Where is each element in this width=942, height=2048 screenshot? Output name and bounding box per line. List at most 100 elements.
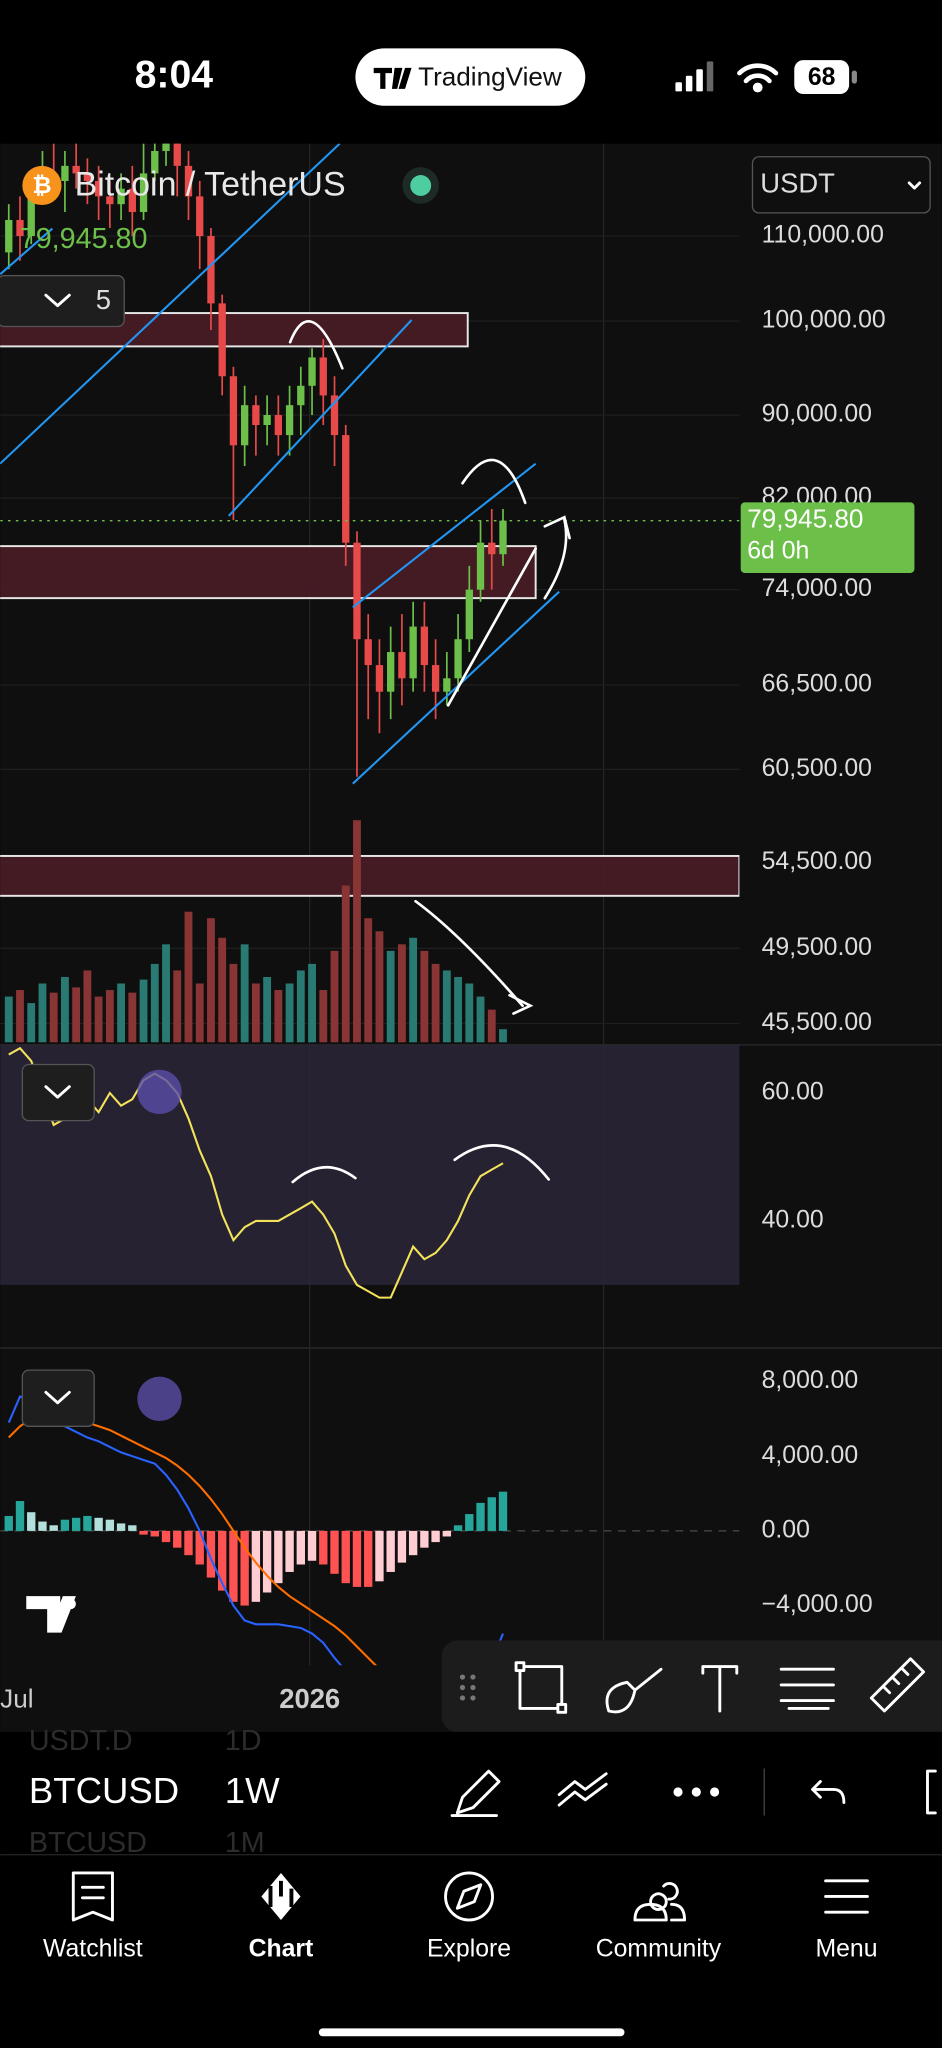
tradingview-logo: [26, 1596, 76, 1633]
histogram-bar: [38, 1521, 47, 1531]
interval[interactable]: 1M: [225, 1827, 265, 1859]
candle-body: [184, 165, 193, 197]
tool-lines[interactable]: [779, 1667, 835, 1710]
tool-brush[interactable]: [605, 1667, 663, 1714]
candle-body: [173, 143, 181, 166]
community-icon[interactable]: [633, 1882, 686, 1922]
draw-button[interactable]: [450, 1769, 501, 1817]
tab-label[interactable]: Explore: [427, 1936, 511, 1963]
market-status: [410, 175, 432, 196]
y-tick-label: 74,000.00: [762, 575, 872, 602]
volume-bar: [285, 983, 294, 1043]
volume-bar: [162, 944, 170, 1043]
currency: USDT: [760, 168, 835, 199]
tool-ruler[interactable]: [869, 1657, 926, 1713]
symbol[interactable]: BTCUSD: [29, 1770, 179, 1811]
zone: [0, 545, 537, 600]
time-label: Jul: [0, 1683, 33, 1713]
candle-body: [162, 143, 170, 152]
histogram-bar: [116, 1523, 126, 1531]
battery-tip: [851, 70, 857, 84]
histogram-bar: [94, 1517, 103, 1531]
coin-glyph: ₿: [32, 172, 51, 198]
last-price: 79,945.80: [20, 223, 148, 255]
volume-bar: [330, 950, 339, 1043]
histogram-bar: [184, 1530, 193, 1556]
tab-label[interactable]: Community: [596, 1936, 722, 1963]
volume-bar: [431, 963, 440, 1043]
histogram-bar: [240, 1530, 249, 1606]
y-tick-label: 40.00: [762, 1206, 824, 1233]
watchlist-icon[interactable]: [71, 1871, 114, 1922]
more-button[interactable]: [673, 1787, 720, 1797]
explore-icon[interactable]: [444, 1871, 494, 1922]
drag-handle: [459, 1674, 476, 1701]
histogram-bar: [161, 1530, 171, 1543]
tool-text[interactable]: [701, 1665, 739, 1713]
y-tick-label: 0.00: [762, 1516, 810, 1543]
undo-button[interactable]: [811, 1780, 846, 1804]
interval[interactable]: 1D: [225, 1725, 262, 1757]
histogram-bar: [420, 1530, 429, 1548]
volume-bar: [420, 950, 429, 1043]
volume-bar: [16, 990, 24, 1043]
volume-bar: [72, 987, 81, 1043]
rsi-toggle[interactable]: [21, 1063, 95, 1122]
macd-refresh[interactable]: [137, 1376, 182, 1422]
histogram-bar: [296, 1530, 305, 1565]
candle-body: [139, 173, 148, 213]
indicators-button[interactable]: [557, 1772, 608, 1807]
candle-body: [151, 151, 159, 174]
volume-bar: [128, 992, 137, 1043]
candle-body: [375, 665, 384, 692]
y-tick-label: 100,000.00: [762, 307, 886, 334]
symbol-bar: [0, 1731, 942, 1855]
volume-bar: [263, 976, 272, 1043]
histogram-bar: [27, 1512, 36, 1531]
histogram-bar: [307, 1530, 317, 1561]
candle-body: [443, 678, 451, 692]
candle-body: [83, 173, 92, 182]
app-pill[interactable]: [355, 48, 586, 106]
fullscreen-button[interactable]: [926, 1769, 937, 1815]
menu-icon[interactable]: [824, 1879, 869, 1914]
volume-bar: [251, 983, 260, 1043]
signal: [675, 61, 714, 92]
histogram-bar: [60, 1519, 70, 1531]
volume-bar: [139, 979, 148, 1043]
rsi-refresh[interactable]: [137, 1069, 182, 1115]
y-tick-label: 45,500.00: [762, 1009, 872, 1036]
tab-label[interactable]: Menu: [815, 1936, 877, 1963]
histogram-bar: [476, 1502, 485, 1531]
y-tick-label: 8,000.00: [762, 1367, 859, 1394]
volume-bar: [240, 944, 249, 1043]
histogram-bar: [408, 1530, 418, 1556]
candle-body: [353, 542, 361, 640]
volume-bar: [375, 931, 384, 1043]
volume-bar: [499, 1029, 507, 1043]
volume-bar: [49, 992, 58, 1043]
tab-label[interactable]: Chart: [249, 1936, 314, 1963]
volume-bar: [4, 996, 13, 1043]
macd-toggle[interactable]: [21, 1369, 95, 1427]
symbol[interactable]: BTCUSD: [29, 1827, 147, 1859]
currency-select[interactable]: [751, 156, 931, 214]
volume-bar: [341, 885, 350, 1043]
symbol[interactable]: USDT.D: [29, 1725, 133, 1757]
symbol-title[interactable]: Bitcoin / TetherUS: [75, 166, 346, 204]
hand-drawn-marks: [288, 320, 571, 1184]
tab-label[interactable]: Watchlist: [43, 1936, 143, 1963]
tool-rectangle[interactable]: [514, 1661, 568, 1714]
battery-level: 68: [808, 64, 836, 91]
candle-body: [106, 196, 114, 205]
interval[interactable]: 1W: [225, 1770, 280, 1811]
macd-line: [7, 1395, 504, 1666]
price-tag: [740, 502, 915, 573]
volume-bar: [94, 996, 103, 1043]
histogram-bar: [352, 1530, 362, 1587]
volume-bar: [173, 970, 182, 1043]
tv-logo-small: [373, 67, 412, 89]
candle-body: [499, 520, 507, 555]
volume-bar: [38, 983, 47, 1043]
histogram-bar: [206, 1530, 216, 1578]
